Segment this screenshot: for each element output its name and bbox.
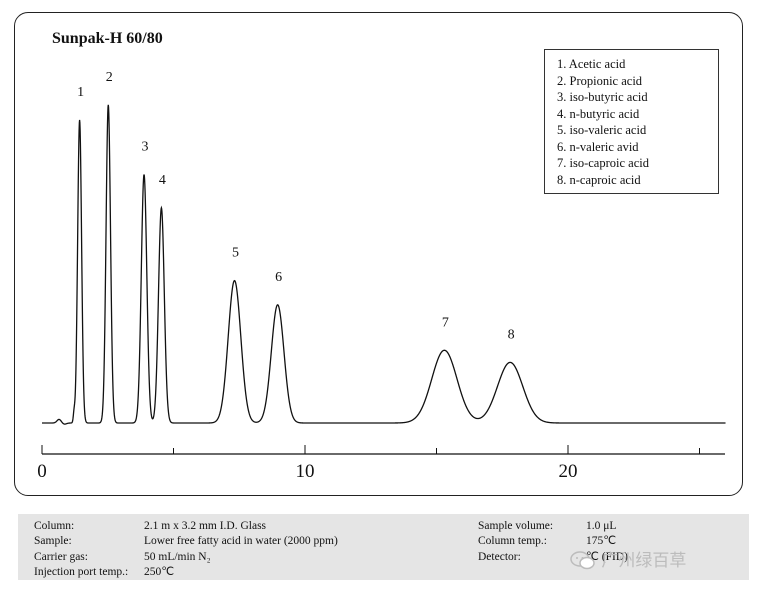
watermark-text: 广州绿百草 xyxy=(601,551,687,571)
peak-label-5: 5 xyxy=(232,246,239,261)
condition-label: Sample: xyxy=(34,535,72,548)
peak-legend: 1. Acetic acid 2. Propionic acid 3. iso-bu… xyxy=(544,49,719,194)
legend-item: 5. iso-valeric acid xyxy=(557,123,647,137)
peak-label-2: 2 xyxy=(106,70,113,85)
condition-label: Detector: xyxy=(478,550,521,563)
legend-item: 2. Propionic acid xyxy=(557,73,643,88)
condition-value: 2.1 m x 3.2 mm I.D. Glass xyxy=(144,520,267,532)
chromatogram-trace xyxy=(42,104,726,425)
legend-item: 6. n-valeric avid xyxy=(557,139,639,154)
watermark: 广州绿百草 xyxy=(570,546,686,571)
chromatogram-plot: 0 10 20 1 2 3 4 5 6 7 8 xyxy=(37,70,726,482)
condition-label: Column: xyxy=(34,520,75,532)
wechat-icon xyxy=(570,551,595,570)
x-tick-label: 0 xyxy=(37,461,47,482)
x-tick-label: 10 xyxy=(296,461,315,482)
condition-label: Sample volume: xyxy=(478,520,554,532)
legend-item: 3. iso-butyric acid xyxy=(557,90,648,104)
peak-label-7: 7 xyxy=(442,315,449,330)
condition-value: 50 mL/min N₂ xyxy=(144,550,211,563)
condition-label: Injection port temp.: xyxy=(34,565,129,578)
condition-value: 1.0 μL xyxy=(586,520,617,532)
peak-label-3: 3 xyxy=(142,140,149,155)
condition-label: Column temp.: xyxy=(478,535,547,548)
conditions-panel: Column: 2.1 m x 3.2 mm I.D. Glass Sample: L… xyxy=(18,514,749,580)
legend-item: 7. iso-caproic acid xyxy=(557,156,649,170)
chart-frame xyxy=(14,12,743,496)
x-tick-label: 20 xyxy=(559,461,578,482)
condition-value: 175℃ xyxy=(586,535,617,548)
legend-item: 8. n-caproic acid xyxy=(557,172,641,187)
condition-label: Carrier gas: xyxy=(34,550,88,563)
condition-value: Lower free fatty acid in water (2000 ppm… xyxy=(144,535,338,548)
peak-label-1: 1 xyxy=(77,85,84,100)
chart-title: Sunpak-H 60/80 xyxy=(52,30,163,47)
legend-item: 4. n-butyric acid xyxy=(557,106,640,121)
condition-value: 250℃ xyxy=(144,565,175,578)
condition-value: ℃ (FID) xyxy=(586,550,628,563)
legend-item: 1. Acetic acid xyxy=(557,57,626,71)
peak-label-6: 6 xyxy=(275,270,282,285)
peak-label-4: 4 xyxy=(159,173,166,188)
peak-label-8: 8 xyxy=(508,327,515,342)
